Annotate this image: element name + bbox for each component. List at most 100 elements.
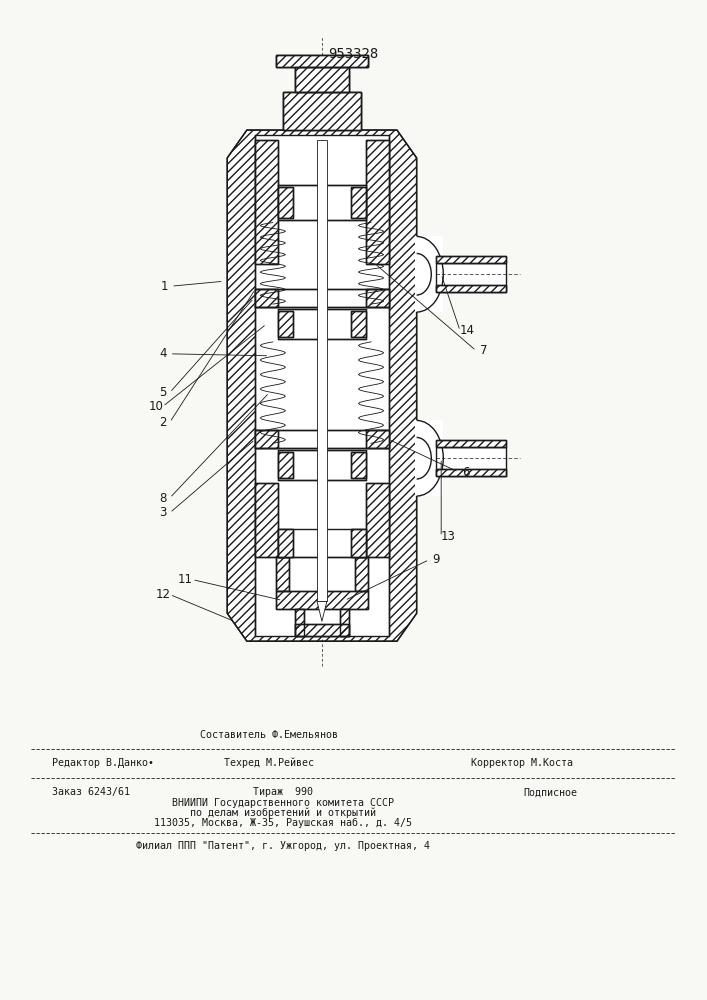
Bar <box>351 452 366 478</box>
Text: 953328: 953328 <box>328 47 379 61</box>
Text: 5: 5 <box>159 386 166 399</box>
Bar <box>255 140 278 264</box>
Text: 2: 2 <box>159 416 166 429</box>
Bar <box>351 187 366 218</box>
Bar <box>436 469 506 476</box>
Bar <box>415 236 443 312</box>
Bar <box>278 452 293 478</box>
Bar <box>278 187 293 218</box>
Bar <box>351 529 366 557</box>
Bar <box>276 55 368 67</box>
Bar <box>278 311 293 337</box>
Text: 9: 9 <box>433 553 440 566</box>
Bar <box>255 430 278 448</box>
Bar <box>366 289 389 307</box>
Bar <box>366 483 389 557</box>
Bar <box>436 285 506 292</box>
Text: Филиал ППП "Патент", г. Ужгород, ул. Проектная, 4: Филиал ППП "Патент", г. Ужгород, ул. Про… <box>136 841 431 851</box>
Text: по делам изобретений и открытий: по делам изобретений и открытий <box>190 808 376 818</box>
Text: Заказ 6243/61: Заказ 6243/61 <box>52 787 130 797</box>
Bar <box>296 624 349 636</box>
Bar <box>276 55 368 67</box>
Bar <box>296 609 304 636</box>
Bar <box>255 289 278 307</box>
Bar <box>276 591 368 609</box>
Bar <box>255 289 389 307</box>
Bar <box>351 311 366 337</box>
Bar <box>366 483 389 557</box>
Bar <box>296 624 349 636</box>
Text: Тираж  990: Тираж 990 <box>253 787 313 797</box>
Bar <box>296 67 349 92</box>
Bar <box>436 285 506 292</box>
Bar <box>351 187 366 218</box>
Bar <box>296 67 349 92</box>
Text: 7: 7 <box>479 344 487 357</box>
Bar <box>278 185 366 220</box>
Bar <box>366 430 389 448</box>
Bar <box>276 591 368 609</box>
Bar <box>366 430 389 448</box>
Bar <box>436 440 506 447</box>
Bar <box>340 609 349 636</box>
Bar <box>436 440 506 447</box>
Text: 11: 11 <box>177 573 192 586</box>
Text: 14: 14 <box>460 324 474 337</box>
Bar <box>278 311 293 337</box>
Bar <box>255 430 389 448</box>
Bar <box>436 256 506 263</box>
Text: Подписное: Подписное <box>523 787 577 797</box>
Bar <box>355 557 368 591</box>
Bar <box>276 557 289 591</box>
Bar <box>366 289 389 307</box>
Bar <box>255 430 278 448</box>
Bar <box>351 452 366 478</box>
Polygon shape <box>227 130 416 641</box>
Bar <box>276 557 289 591</box>
Bar <box>436 263 506 292</box>
Text: Техред М.Рейвес: Техред М.Рейвес <box>224 757 315 768</box>
Text: 1: 1 <box>160 280 168 293</box>
Bar <box>355 557 368 591</box>
Bar <box>296 67 349 92</box>
Bar <box>278 529 293 557</box>
Bar <box>278 529 366 557</box>
Bar <box>436 256 506 263</box>
Bar <box>351 311 366 337</box>
Text: 113035, Москва, Ж-35, Раушская наб., д. 4/5: 113035, Москва, Ж-35, Раушская наб., д. … <box>154 818 412 828</box>
Text: 3: 3 <box>159 506 166 519</box>
Text: 13: 13 <box>440 530 455 543</box>
Text: 12: 12 <box>156 588 170 601</box>
Polygon shape <box>317 601 327 621</box>
Bar <box>284 92 361 130</box>
Bar <box>276 55 368 67</box>
Text: Корректор М.Коста: Корректор М.Коста <box>471 758 573 768</box>
Text: 8: 8 <box>159 492 166 505</box>
Text: 4: 4 <box>159 347 166 360</box>
Text: ВНИИПИ Государственного комитета СССР: ВНИИПИ Государственного комитета СССР <box>173 798 395 808</box>
Bar <box>366 140 389 264</box>
Bar <box>415 420 443 496</box>
Bar <box>255 135 389 636</box>
Bar <box>278 529 293 557</box>
Bar <box>296 609 304 636</box>
Text: 6: 6 <box>462 466 469 479</box>
Bar <box>317 140 327 601</box>
Bar <box>284 92 361 130</box>
Bar <box>284 92 361 130</box>
Bar <box>255 140 278 264</box>
Bar <box>340 609 349 636</box>
Bar <box>255 483 278 557</box>
Bar <box>278 452 293 478</box>
Bar <box>278 187 293 218</box>
Bar <box>436 447 506 476</box>
Text: Составитель Ф.Емельянов: Составитель Ф.Емельянов <box>200 730 339 740</box>
Bar <box>351 529 366 557</box>
Bar <box>255 289 278 307</box>
Bar <box>278 450 366 480</box>
Bar <box>436 469 506 476</box>
Bar <box>278 309 366 339</box>
Bar <box>255 483 278 557</box>
Text: Редактор В.Данко•: Редактор В.Данко• <box>52 758 154 768</box>
Text: 10: 10 <box>148 400 163 413</box>
